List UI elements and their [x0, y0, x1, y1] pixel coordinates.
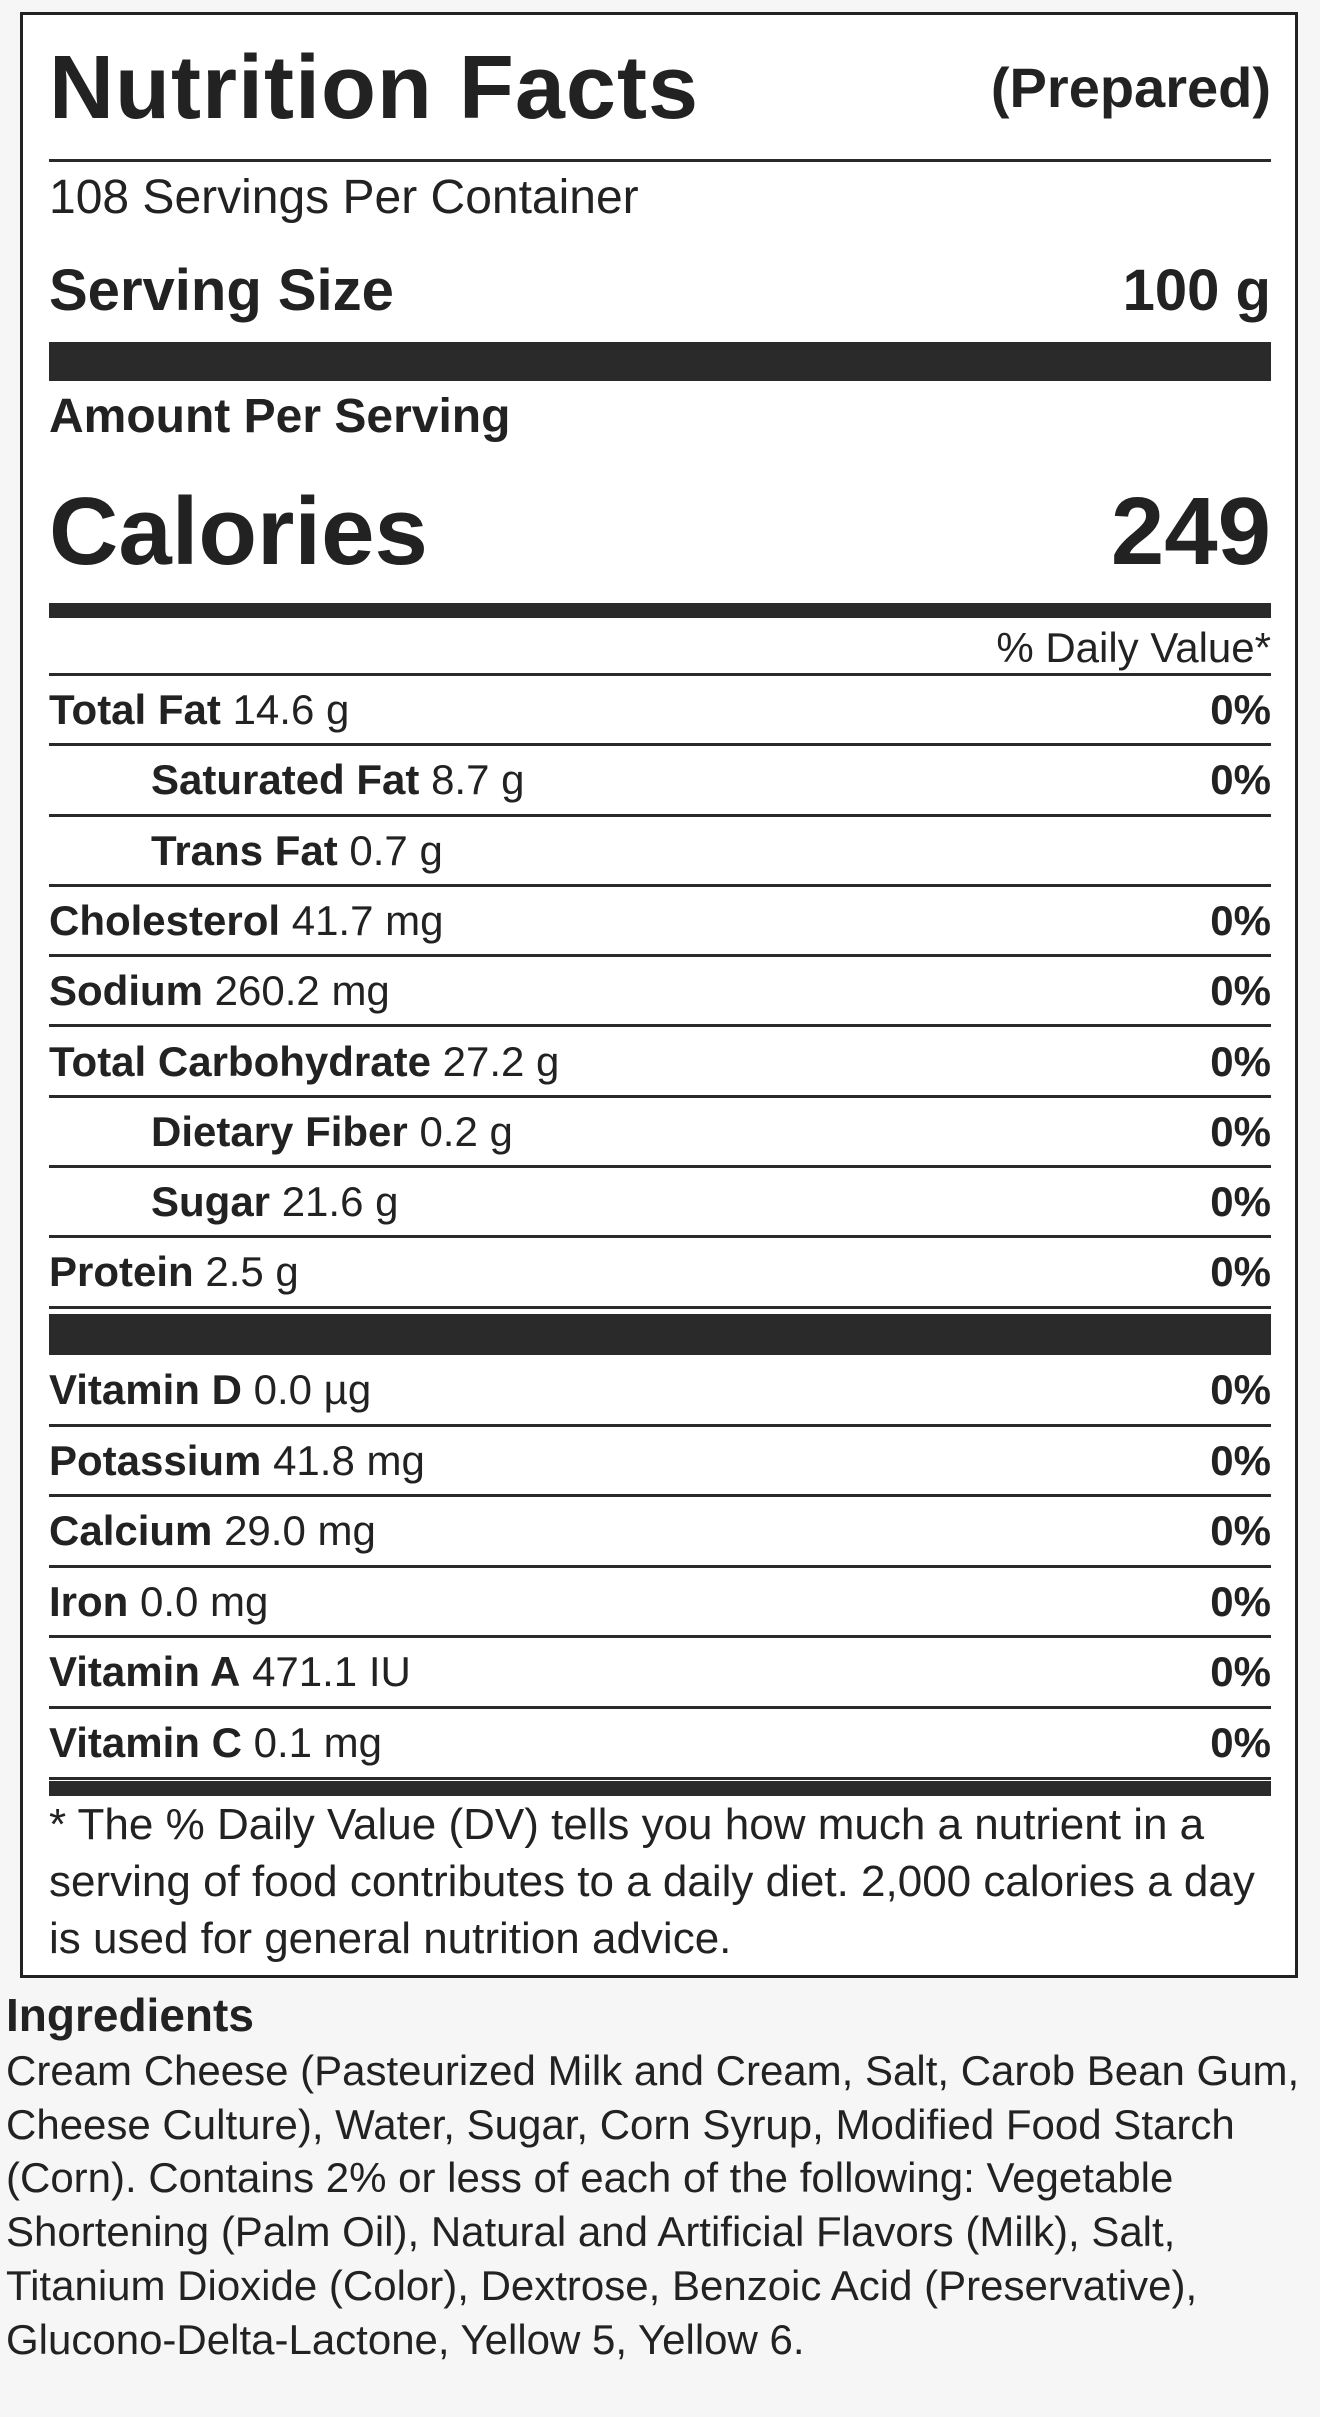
thick-bar [49, 603, 1271, 618]
nutrient-name: Vitamin D [49, 1366, 242, 1413]
nutrient-amount: 2.5 g [205, 1248, 299, 1296]
nutrient-amount: 41.7 mg [291, 896, 444, 944]
nutrient-name: Potassium [49, 1436, 262, 1484]
nutrient-name: Protein [49, 1248, 194, 1296]
nutrient-name: Vitamin C [49, 1719, 242, 1766]
daily-value-header: % Daily Value* [996, 624, 1271, 671]
daily-value: 0% [1210, 967, 1271, 1015]
nutrient-row: Total Fat 14.6 g 0% [49, 676, 1271, 747]
nutrient-name: Trans Fat [151, 826, 338, 874]
servings: 108 Servings Per Container [49, 171, 639, 224]
footnote: * The % Daily Value (DV) tells you how m… [49, 1800, 1255, 1963]
daily-value: 0% [1210, 896, 1271, 944]
nutrient-row: Vitamin C 0.1 mg 0% [49, 1709, 1271, 1780]
nutrient-amount: 8.7 g [431, 756, 525, 804]
ingredients-heading: Ingredients [6, 1989, 254, 2041]
daily-value: 0% [1210, 756, 1271, 804]
daily-value: 0% [1210, 686, 1271, 733]
nutrient-name: Saturated Fat [151, 756, 420, 804]
serving-size-label: Serving Size [49, 258, 394, 323]
nutrient-amount: 0.0 mg [140, 1577, 269, 1625]
thick-bar [49, 1314, 1271, 1355]
nutrient-name: Total Carbohydrate [49, 1037, 431, 1085]
nutrient-row: Total Carbohydrate 27.2 g 0% [49, 1028, 1271, 1098]
daily-value: 0% [1210, 1436, 1271, 1484]
rule [49, 159, 1271, 162]
nutrient-row: Iron 0.0 mg 0% [49, 1568, 1271, 1639]
calories-label: Calories [49, 478, 428, 585]
daily-value: 0% [1210, 1507, 1271, 1555]
daily-value: 0% [1210, 1037, 1271, 1085]
nutrient-name: Sodium [49, 967, 203, 1015]
daily-value: 0% [1210, 1178, 1271, 1226]
daily-value: 0% [1210, 1648, 1271, 1696]
thick-bar [49, 1781, 1271, 1796]
nutrient-name: Dietary Fiber [151, 1107, 408, 1155]
nutrient-row: Sugar 21.6 g 0% [49, 1168, 1271, 1239]
subtitle: (Prepared) [990, 56, 1271, 119]
nutrient-amount: 41.8 mg [273, 1436, 425, 1484]
rule [49, 673, 1271, 676]
calories-value: 249 [1110, 478, 1271, 585]
daily-value: 0% [1210, 1366, 1271, 1413]
nutrition-label [20, 12, 1298, 1978]
nutrient-amount: 0.0 µg [253, 1366, 372, 1413]
nutrient-row: Cholesterol 41.7 mg 0% [49, 887, 1271, 958]
nutrient-name: Calcium [49, 1507, 213, 1555]
thick-bar [49, 342, 1271, 381]
nutrient-name: Vitamin A [49, 1648, 241, 1696]
nutrient-row: Potassium 41.8 mg 0% [49, 1427, 1271, 1498]
daily-value: 0% [1210, 1107, 1271, 1155]
nutrient-amount: 471.1 IU [252, 1648, 411, 1696]
nutrient-amount: 0.2 g [419, 1107, 513, 1155]
nutrient-name: Total Fat [49, 686, 221, 733]
nutrient-amount: 21.6 g [281, 1178, 399, 1226]
nutrient-row: Saturated Fat 8.7 g 0% [49, 746, 1271, 817]
nutrient-row: Sodium 260.2 mg 0% [49, 957, 1271, 1028]
daily-value: 0% [1210, 1248, 1271, 1296]
nutrient-name: Sugar [151, 1178, 271, 1226]
daily-value: 0% [1210, 1719, 1271, 1766]
nutrient-name: Cholesterol [49, 896, 281, 944]
title: Nutrition Facts [49, 38, 700, 138]
daily-value: 0% [1210, 1577, 1271, 1625]
nutrient-row: Trans Fat 0.7 g [49, 817, 1271, 887]
serving-size-value: 100 g [1122, 258, 1271, 323]
nutrient-row: Calcium 29.0 mg 0% [49, 1497, 1271, 1568]
nutrient-amount: 0.7 g [349, 826, 443, 874]
nutrient-amount: 260.2 mg [214, 967, 390, 1015]
ingredients-text: Cream Cheese (Pasteurized Milk and Cream… [6, 2047, 1300, 2363]
nutrient-amount: 0.1 mg [253, 1719, 383, 1766]
amount-per-serving: Amount Per Serving [49, 390, 511, 443]
nutrient-row: Protein 2.5 g 0% [49, 1238, 1271, 1309]
nutrient-name: Iron [49, 1577, 129, 1625]
nutrient-row: Vitamin D 0.0 µg 0% [49, 1356, 1271, 1427]
nutrient-amount: 29.0 mg [224, 1507, 376, 1555]
nutrient-row: Dietary Fiber 0.2 g 0% [49, 1098, 1271, 1169]
nutrient-amount: 14.6 g [232, 686, 350, 733]
nutrient-amount: 27.2 g [442, 1037, 560, 1085]
nutrient-row: Vitamin A 471.1 IU 0% [49, 1638, 1271, 1709]
